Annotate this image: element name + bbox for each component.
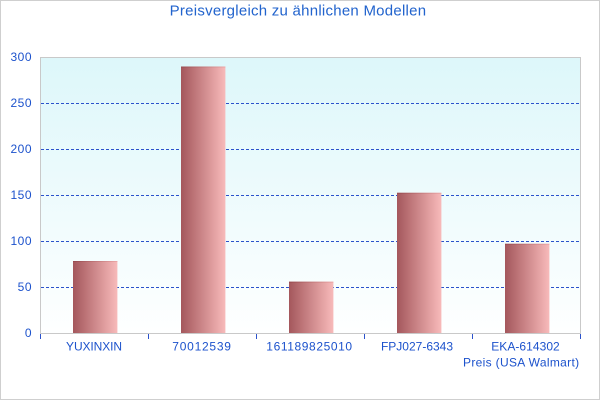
svg-text:150: 150 xyxy=(10,188,32,202)
svg-text:70012539: 70012539 xyxy=(172,340,231,354)
svg-text:FPJ027-6343: FPJ027-6343 xyxy=(381,340,453,354)
svg-text:Preisvergleich zu ähnlichen Mo: Preisvergleich zu ähnlichen Modellen xyxy=(170,3,427,20)
svg-text:YUXINXIN: YUXINXIN xyxy=(66,340,122,354)
svg-text:0: 0 xyxy=(25,326,32,340)
svg-text:161189825010: 161189825010 xyxy=(266,340,352,354)
svg-text:200: 200 xyxy=(10,142,32,156)
svg-text:50: 50 xyxy=(18,280,32,294)
svg-text:100: 100 xyxy=(10,234,32,248)
svg-text:Preis (USA Walmart): Preis (USA Walmart) xyxy=(463,356,580,370)
svg-text:300: 300 xyxy=(10,50,32,64)
svg-text:250: 250 xyxy=(10,96,32,110)
svg-text:EKA-614302: EKA-614302 xyxy=(491,340,560,354)
